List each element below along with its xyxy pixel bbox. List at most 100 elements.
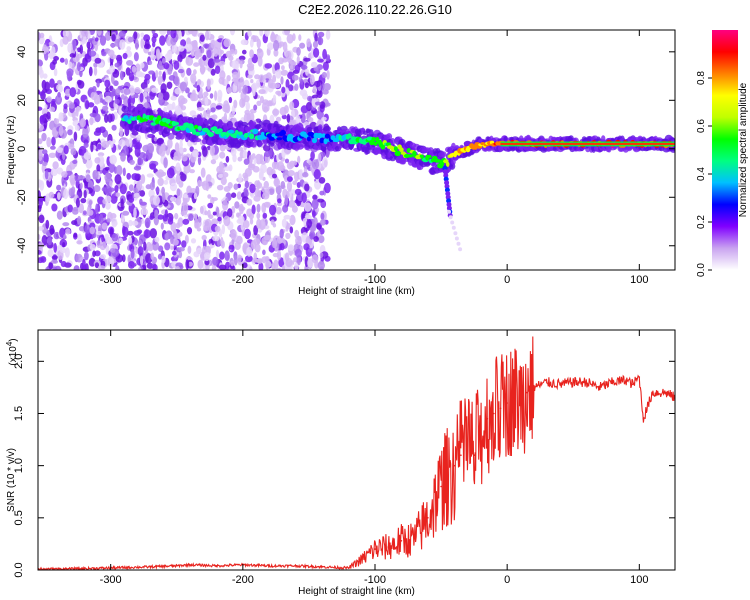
noise-cell <box>196 227 202 232</box>
noise-cell <box>259 30 264 37</box>
noise-cell <box>69 87 77 98</box>
streak-cell <box>442 169 448 175</box>
noise-cell <box>174 75 180 87</box>
noise-cell <box>114 185 119 193</box>
noise-cell <box>256 218 262 229</box>
noise-cell <box>211 114 218 120</box>
noise-cell <box>148 70 155 75</box>
noise-cell <box>128 85 135 96</box>
noise-cell <box>231 192 237 198</box>
noise-cell <box>309 233 314 240</box>
noise-cell <box>296 55 300 64</box>
ridge-cell <box>323 138 328 145</box>
noise-cell <box>173 151 181 161</box>
noise-cell <box>178 68 184 74</box>
noise-cell <box>94 262 100 269</box>
noise-cell <box>216 184 224 191</box>
noise-cell <box>206 108 211 118</box>
noise-cell <box>115 165 123 176</box>
noise-cell <box>272 252 280 258</box>
noise-cell <box>242 84 249 95</box>
noise-cell <box>234 60 240 71</box>
heatmap-y-tick-label: 40 <box>16 46 28 58</box>
noise-cell <box>118 139 126 147</box>
noise-cell <box>153 137 158 142</box>
noise-cell <box>258 171 264 181</box>
noise-cell <box>53 68 58 77</box>
noise-cell <box>93 130 101 136</box>
noise-cell <box>271 173 278 179</box>
noise-cell <box>322 61 329 71</box>
noise-cell <box>109 180 113 188</box>
noise-cell <box>63 234 67 240</box>
noise-cell <box>58 125 64 136</box>
noise-cell <box>77 215 82 225</box>
noise-cell <box>158 245 164 252</box>
noise-cell <box>324 182 331 194</box>
noise-cell <box>281 264 286 270</box>
ridge-halo <box>323 125 331 132</box>
noise-cell <box>149 163 157 170</box>
noise-cell <box>73 265 80 270</box>
ridge-cell <box>317 132 323 139</box>
noise-cell <box>104 172 112 183</box>
snr-point <box>361 558 363 561</box>
noise-cell <box>174 142 180 153</box>
noise-cell <box>290 61 296 66</box>
noise-cell <box>137 157 144 166</box>
ridge-cell <box>347 133 352 139</box>
noise-cell <box>122 167 126 177</box>
noise-cell <box>102 105 108 111</box>
noise-cell <box>238 206 246 212</box>
noise-cell <box>238 215 245 224</box>
noise-cell <box>38 31 41 41</box>
streak-faint <box>453 231 458 236</box>
noise-cell <box>182 202 189 214</box>
ridge-halo <box>250 141 257 148</box>
noise-cell <box>105 202 111 210</box>
noise-cell <box>51 255 58 260</box>
noise-cell <box>48 191 55 199</box>
noise-cell <box>56 147 64 153</box>
noise-cell <box>298 34 302 41</box>
noise-cell <box>185 56 190 64</box>
noise-cell <box>39 115 45 123</box>
noise-cell <box>169 182 178 192</box>
noise-cell <box>267 42 274 51</box>
noise-cell <box>127 98 131 105</box>
noise-cell <box>279 106 287 116</box>
noise-cell <box>253 225 258 236</box>
ridge-cell <box>193 124 199 130</box>
colorbar-tick-label: 0.4 <box>696 167 707 181</box>
noise-cell <box>48 152 57 158</box>
noise-cell <box>157 177 164 187</box>
line-y-tick-label: 2.0 <box>13 354 25 369</box>
noise-cell <box>94 250 101 257</box>
noise-cell <box>212 256 219 266</box>
ridge-cell <box>321 133 326 138</box>
noise-cell <box>42 161 48 166</box>
ridge-band-peak <box>500 142 675 145</box>
noise-cell <box>176 188 181 197</box>
noise-cell <box>93 62 98 68</box>
ridge-cell <box>249 133 255 140</box>
noise-cell <box>221 224 225 235</box>
noise-cell <box>263 240 267 245</box>
noise-cell <box>193 62 200 67</box>
noise-cell <box>38 257 44 264</box>
ridge-cell <box>324 133 330 139</box>
snr-point <box>625 379 627 381</box>
noise-cell <box>293 257 298 263</box>
noise-cell <box>64 206 68 212</box>
noise-cell <box>50 259 59 264</box>
ridge-cell <box>127 119 132 125</box>
noise-cell <box>236 191 242 200</box>
ridge-cell <box>393 146 398 152</box>
noise-cell <box>85 158 93 169</box>
noise-cell <box>282 41 288 52</box>
noise-cell <box>114 174 122 185</box>
noise-cell <box>146 262 154 269</box>
line-x-tick-label: -100 <box>364 574 386 586</box>
noise-cell <box>248 212 254 220</box>
noise-cell <box>284 194 289 206</box>
